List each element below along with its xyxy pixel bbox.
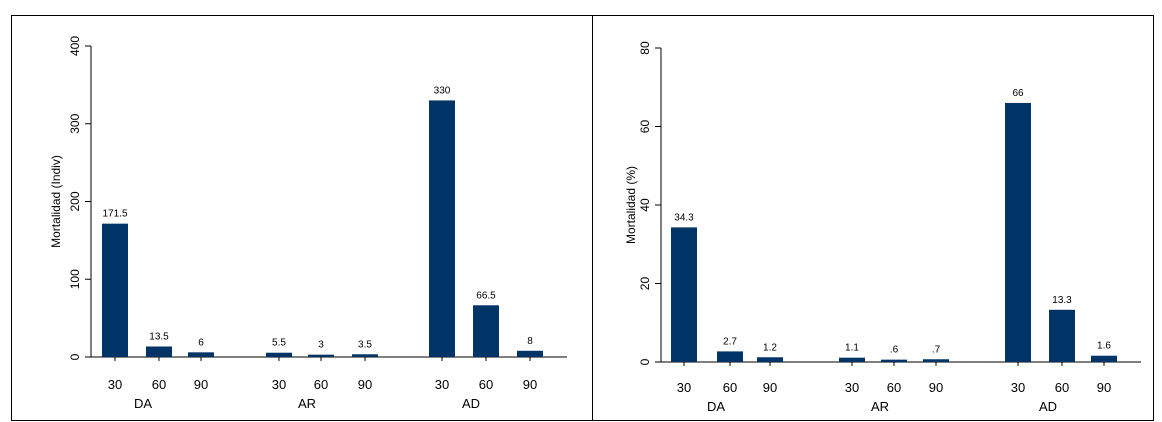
x-tick-label: 60 (723, 380, 737, 395)
bar-value-label: 1.1 (845, 343, 859, 354)
bar (839, 357, 865, 362)
bar-value-label: 5.5 (272, 338, 286, 349)
y-tick-label: 400 (68, 36, 82, 56)
x-tick-label: 60 (1055, 380, 1069, 395)
group-label: DA (707, 399, 725, 414)
bar-value-label: 2.7 (723, 336, 737, 347)
x-tick-label: 90 (1097, 380, 1111, 395)
x-tick-label: 30 (108, 377, 122, 392)
x-tick-label: 30 (272, 377, 286, 392)
chart-mortality-indiv: 0 100 200 300 400 Mortalidad (Indiv) 171.5 30 13… (49, 36, 567, 411)
x-tick-label: 90 (194, 377, 208, 392)
bar-value-label: 330 (434, 85, 451, 96)
y-tick-label: 80 (638, 41, 652, 55)
y-tick-label: 300 (68, 113, 82, 133)
x-tick-label: 30 (435, 377, 449, 392)
bar-value-label: 6 (198, 337, 204, 348)
bar (717, 351, 743, 362)
x-tick-label: 90 (929, 380, 943, 395)
bar (146, 346, 172, 357)
bar (517, 350, 543, 357)
x-tick-label: 90 (523, 377, 537, 392)
y-tick-label: 100 (68, 269, 82, 289)
bar (1049, 309, 1075, 362)
group-label: AR (871, 399, 889, 414)
x-tick-label: 60 (887, 380, 901, 395)
chart-panel-mortality-indiv: 0 100 200 300 400 Mortalidad (Indiv) 171.5 30 13… (11, 15, 593, 421)
x-tick-label: 30 (677, 380, 691, 395)
bar-value-label: 66.5 (476, 290, 496, 301)
x-tick-label: 30 (1011, 380, 1025, 395)
y-tick-label: 0 (638, 358, 652, 365)
group-label: AD (1039, 399, 1057, 414)
bar (308, 354, 334, 357)
x-tick-label: 90 (358, 377, 372, 392)
bar (429, 100, 455, 358)
bar (102, 223, 128, 357)
y-tick-label: 60 (638, 120, 652, 134)
y-axis-label: Mortalidad (Indiv) (49, 155, 63, 248)
bar-value-label: 3 (318, 340, 324, 351)
bar-value-label: 13.3 (1052, 295, 1072, 306)
bar (188, 352, 214, 357)
x-tick-label: 60 (479, 377, 493, 392)
x-tick-label: 90 (763, 380, 777, 395)
bar-value-label: 1.2 (763, 342, 777, 353)
group-label: AD (462, 396, 480, 411)
x-tick-label: 60 (152, 377, 166, 392)
bar (1005, 102, 1031, 362)
bar-value-label: .7 (932, 344, 941, 355)
group-label: DA (134, 396, 152, 411)
x-tick-label: 60 (314, 377, 328, 392)
x-tick-label: 30 (845, 380, 859, 395)
bar (1091, 355, 1117, 362)
bar (881, 359, 907, 362)
chart-mortality-percent: 0 20 40 60 80 Mortalidad (%) 34.3 30 2.7 60 1.2 90 1… (624, 41, 1141, 414)
bar-value-label: .6 (890, 345, 899, 356)
bar (352, 354, 378, 357)
group-label: AR (298, 396, 316, 411)
bar (923, 359, 949, 362)
y-axis-label: Mortalidad (%) (624, 166, 638, 244)
bar-value-label: 66 (1012, 88, 1024, 99)
y-tick-label: 0 (68, 353, 82, 360)
chart-panel-mortality-percent: 0 20 40 60 80 Mortalidad (%) 34.3 30 2.7 60 1.2 90 1… (592, 15, 1154, 421)
bar-value-label: 171.5 (102, 209, 127, 220)
bar-value-label: 3.5 (358, 339, 372, 350)
bar-value-label: 8 (527, 336, 533, 347)
bar-value-label: 13.5 (149, 332, 169, 343)
bar-value-label: 1.6 (1097, 341, 1111, 352)
bar (757, 357, 783, 362)
bar (473, 305, 499, 357)
bar-value-label: 34.3 (674, 212, 694, 223)
bar (671, 227, 697, 362)
y-tick-label: 40 (638, 198, 652, 212)
bar (266, 352, 292, 357)
y-tick-label: 20 (638, 277, 652, 291)
y-tick-label: 200 (68, 191, 82, 211)
